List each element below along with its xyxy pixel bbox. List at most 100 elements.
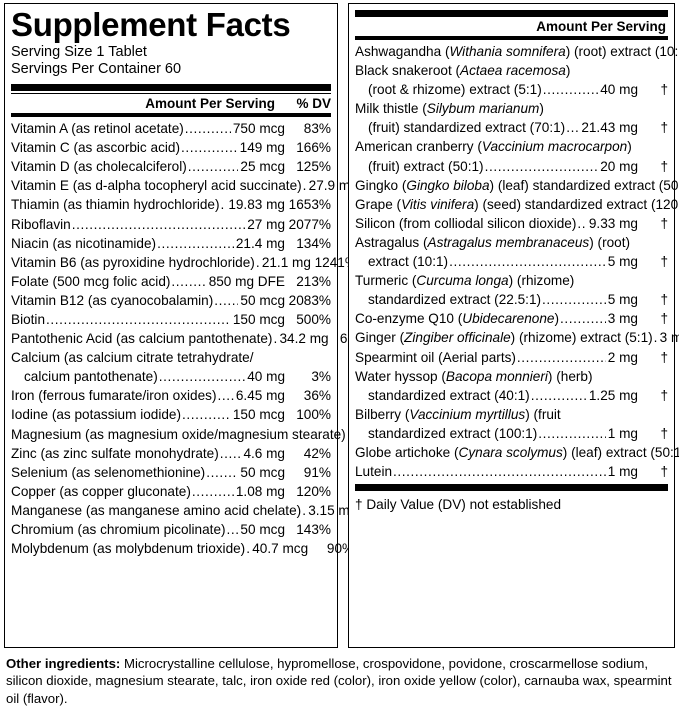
nutrient-name: Vitamin B6 (as pyroxidine hydrochloride) bbox=[11, 254, 255, 270]
nutrient-row: Zinc (as zinc sulfate monohydrate)......… bbox=[11, 444, 331, 463]
nutrient-row: Copper (as copper gluconate)............… bbox=[11, 482, 331, 501]
botanical-row: Spearmint oil (Aerial parts)............… bbox=[355, 348, 668, 367]
botanical-name: Spearmint oil (Aerial parts) bbox=[355, 349, 516, 365]
nutrient-amount: 50 mcg bbox=[240, 292, 285, 308]
nutrient-name: Copper (as copper gluconate) bbox=[11, 483, 191, 499]
dot-leader: ........................................… bbox=[577, 215, 587, 231]
nutrient-name: Zinc (as zinc sulfate monohydrate) bbox=[11, 445, 219, 461]
latin-binomial: Curcuma longa bbox=[416, 273, 509, 289]
botanical-name: Co-enzyme Q10 (Ubidecarenone) bbox=[355, 311, 560, 327]
botanical-amount: 5 mg bbox=[607, 254, 638, 270]
nutrient-percent-dv: 120% bbox=[296, 483, 331, 499]
latin-binomial: Gingko biloba bbox=[406, 177, 490, 193]
rule-thick-top bbox=[11, 84, 331, 92]
nutrient-amount: 150 mcg bbox=[232, 311, 285, 327]
botanical-row: Globe artichoke (Cynara scolymus) (leaf)… bbox=[355, 443, 679, 462]
latin-binomial: Cynara scolymus bbox=[458, 444, 563, 460]
latin-binomial: Ubidecarenone bbox=[462, 311, 555, 327]
botanical-name: Gingko (Gingko biloba) (leaf) standardiz… bbox=[355, 177, 679, 193]
nutrient-amount: 25 mcg bbox=[240, 159, 285, 175]
botanical-row: (root & rhizome) extract (5:1)..........… bbox=[355, 80, 668, 99]
botanical-row: Lutein..................................… bbox=[355, 462, 668, 481]
botanical-name: Ginger (Zingiber officinale) (rhizome) e… bbox=[355, 330, 653, 346]
dot-leader: ........................................… bbox=[449, 254, 606, 270]
nutrient-name: Vitamin C (as ascorbic acid) bbox=[11, 140, 180, 156]
dot-leader: ........................................… bbox=[255, 254, 260, 270]
nutrient-amount: 27 mg bbox=[247, 216, 285, 232]
botanical-row: standardized extract (100:1)............… bbox=[355, 424, 668, 443]
nutrient-name: Chromium (as chromium picolinate) bbox=[11, 522, 226, 537]
daily-value-footnote: † Daily Value (DV) not established bbox=[355, 497, 562, 513]
botanical-row: Ginger (Zingiber officinale) (rhizome) e… bbox=[355, 328, 679, 347]
latin-binomial: Zingiber officinale bbox=[404, 330, 511, 346]
botanical-amount: 21.43 mg bbox=[581, 120, 638, 136]
botanical-name: Ashwagandha (Withania somnifera) (root) … bbox=[355, 44, 679, 59]
nutrient-amount: 27.9 mg bbox=[308, 178, 358, 194]
nutrient-percent-dv: 36% bbox=[303, 388, 331, 404]
botanical-row: Silicon (from colliodal silicon dioxide)… bbox=[355, 214, 668, 233]
nutrient-name: Manganese (as manganese amino acid chela… bbox=[11, 502, 302, 518]
botanical-name: Turmeric (Curcuma longa) (rhizome) bbox=[355, 273, 575, 289]
nutrient-row: calcium pantothenate)...................… bbox=[11, 367, 331, 386]
dot-leader: ........................................… bbox=[246, 541, 251, 557]
serving-size: Serving Size 1 Tablet bbox=[11, 43, 147, 60]
dot-leader: ........................................… bbox=[560, 311, 606, 327]
botanical-amount: 1.25 mg bbox=[588, 387, 638, 403]
nutrient-row: Iron (ferrous fumarate/iron oxides).....… bbox=[11, 386, 331, 405]
latin-binomial: Bacopa monnieri bbox=[445, 368, 548, 384]
nutrient-name: Magnesium (as magnesium oxide/magnesium … bbox=[11, 426, 346, 442]
nutrient-row: Thiamin (as thiamin hydrochloride)......… bbox=[11, 195, 331, 214]
botanical-name: standardized extract (22.5:1) bbox=[368, 292, 542, 308]
rule-under-header-right bbox=[355, 36, 668, 40]
dagger-marker: † bbox=[660, 464, 668, 480]
botanical-row: extract (10:1)..........................… bbox=[355, 252, 668, 271]
nutrient-percent-dv: 125% bbox=[296, 159, 331, 175]
nutrient-amount: 4.6 mg bbox=[243, 445, 285, 461]
nutrient-amount: 149 mg bbox=[239, 140, 285, 156]
botanical-row: Grape (Vitis vinifera) (seed) standardiz… bbox=[355, 195, 679, 214]
botanical-name: Globe artichoke (Cynara scolymus) (leaf)… bbox=[355, 444, 679, 460]
nutrient-amount: 150 mcg bbox=[232, 407, 285, 423]
nutrient-row: Biotin..................................… bbox=[11, 310, 331, 329]
botanical-amount: 40 mg bbox=[600, 82, 638, 98]
header-percent-dv: % DV bbox=[296, 96, 331, 112]
latin-binomial: Withania somnifera bbox=[449, 44, 566, 59]
dot-leader: ........................................… bbox=[566, 120, 580, 136]
botanical-name: Silicon (from colliodal silicon dioxide) bbox=[355, 215, 577, 231]
nutrient-percent-dv: 1653% bbox=[288, 197, 331, 213]
other-ingredients-label: Other ingredients: bbox=[6, 656, 121, 671]
nutrient-row: Calcium (as calcium citrate tetrahydrate… bbox=[11, 348, 331, 367]
nutrient-row: Iodine (as potassium iodide)............… bbox=[11, 405, 331, 424]
nutrient-amount: 21.4 mg bbox=[235, 235, 285, 251]
dagger-marker: † bbox=[660, 254, 668, 270]
botanical-row: Water hyssop (Bacopa monnieri) (herb)...… bbox=[355, 367, 668, 386]
nutrient-percent-dv: 166% bbox=[296, 140, 331, 156]
latin-binomial: Vaccinium myrtillus bbox=[409, 406, 526, 422]
botanical-amount: 3 mg bbox=[607, 311, 638, 327]
nutrient-row: Folate (500 mcg folic acid).............… bbox=[11, 272, 331, 291]
nutrient-percent-dv: 2083% bbox=[288, 292, 331, 308]
dagger-marker: † bbox=[660, 311, 668, 327]
botanical-name: Astragalus (Astragalus membranaceus) (ro… bbox=[355, 234, 631, 250]
botanical-row: Bilberry (Vaccinium myrtillus) (fruit...… bbox=[355, 405, 668, 424]
botanical-name: Bilberry (Vaccinium myrtillus) (fruit bbox=[355, 406, 561, 422]
nutrient-row: Manganese (as manganese amino acid chela… bbox=[11, 501, 403, 520]
botanical-name: standardized extract (40:1) bbox=[368, 387, 530, 403]
nutrients-column-headers: Amount Per Serving % DV bbox=[11, 94, 331, 113]
nutrient-row: Niacin (as nicotinamide)................… bbox=[11, 234, 331, 253]
nutrient-percent-dv: 3% bbox=[311, 369, 331, 385]
latin-binomial: Astragalus membranaceus bbox=[427, 234, 590, 250]
dagger-marker: † bbox=[660, 292, 668, 308]
nutrient-name: Vitamin B12 (as cyanocobalamin) bbox=[11, 292, 214, 308]
nutrient-name: Pantothenic Acid (as calcium pantothenat… bbox=[11, 331, 273, 347]
nutrient-name: Vitamin D (as cholecalciferol) bbox=[11, 159, 187, 175]
nutrient-row: Magnesium (as magnesium oxide/magnesium … bbox=[11, 425, 437, 444]
nutrient-amount: 40 mg bbox=[247, 369, 285, 385]
nutrient-amount: 3.15 mg bbox=[308, 502, 358, 518]
botanical-row: standardized extract (22.5:1)...........… bbox=[355, 290, 668, 309]
botanical-name: Water hyssop (Bacopa monnieri) (herb) bbox=[355, 368, 593, 384]
botanical-name: Milk thistle (Silybum marianum) bbox=[355, 101, 544, 117]
botanical-name: Lutein bbox=[355, 464, 393, 480]
dagger-marker: † bbox=[660, 215, 668, 231]
